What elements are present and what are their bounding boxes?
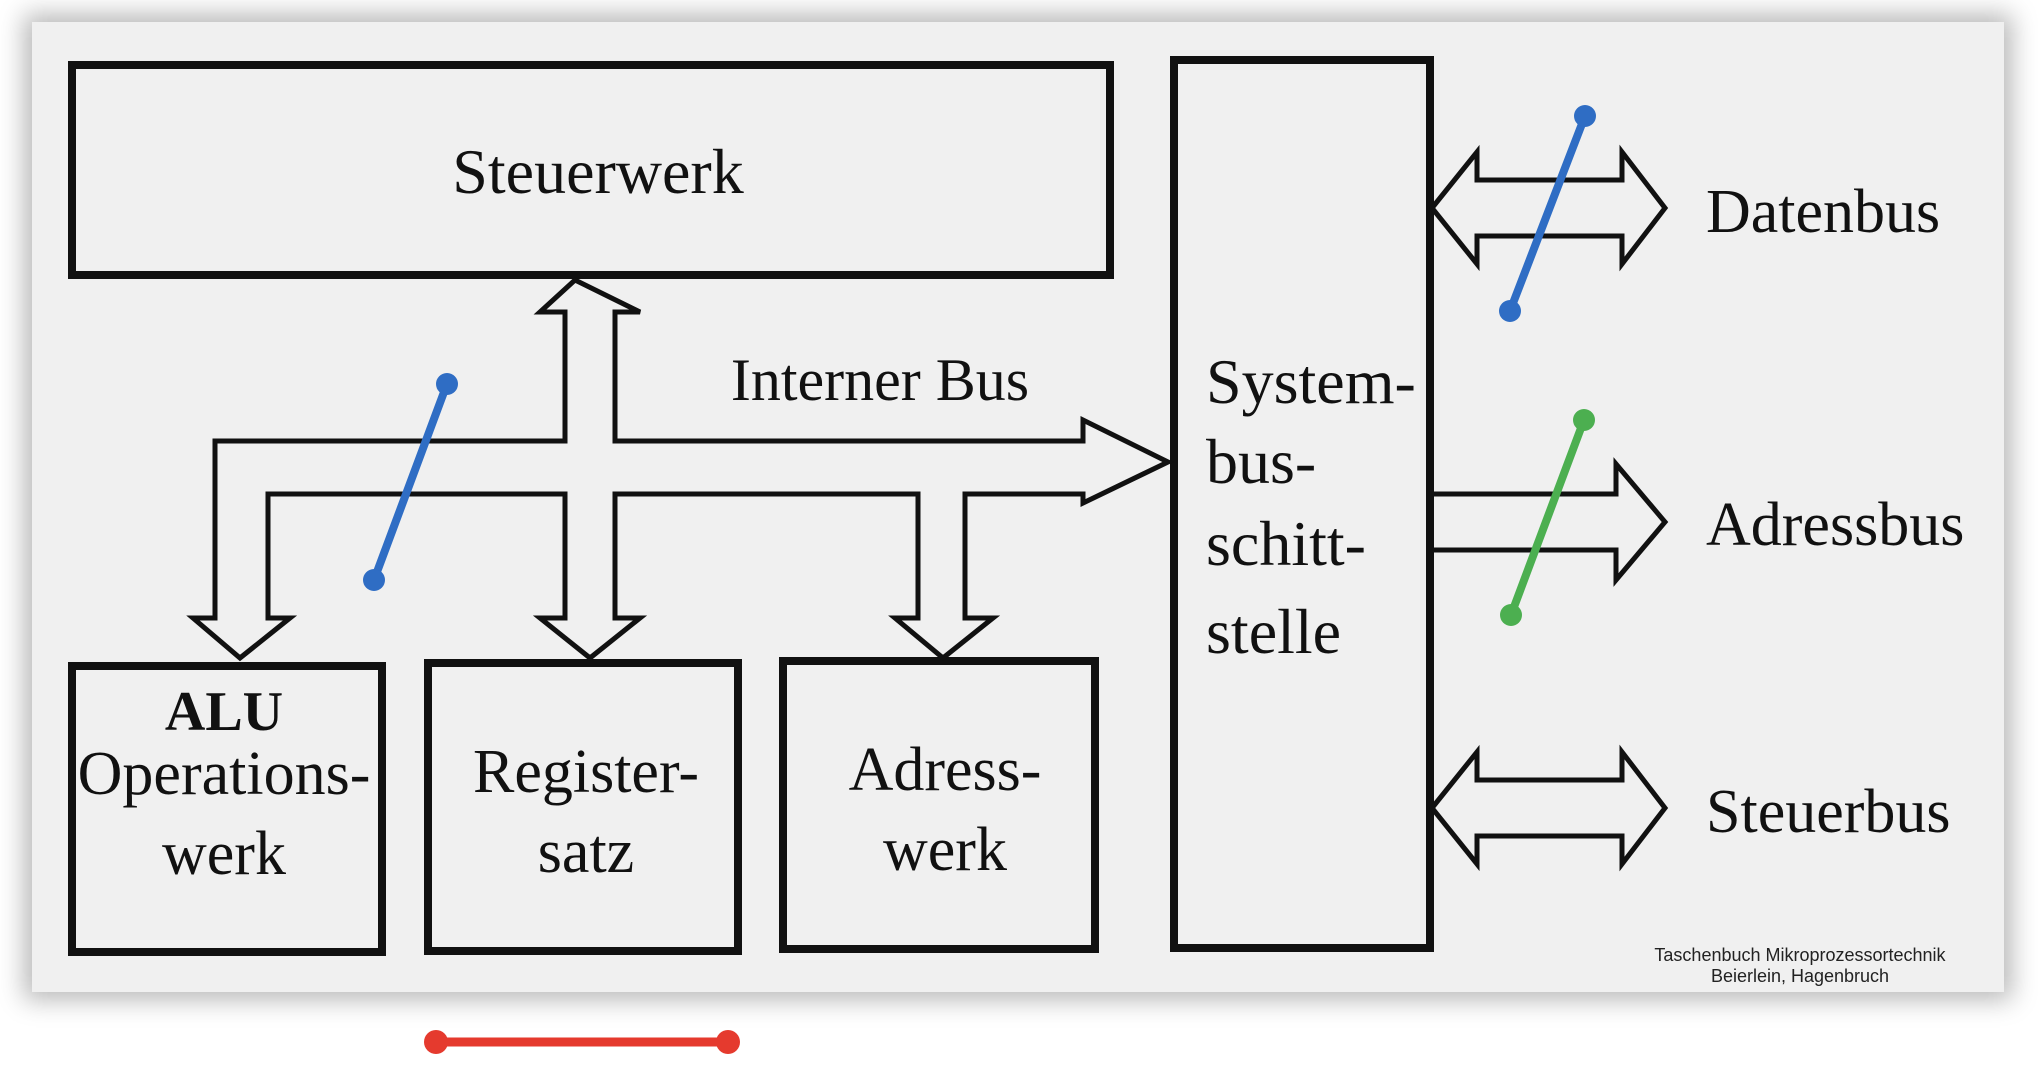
alu-label-line2: werk (162, 820, 286, 888)
datenbus-arrow (1428, 144, 1669, 272)
adresswerk-block (779, 657, 1099, 953)
alu-title: ALU (165, 681, 283, 743)
annotation-adressbus-green (1500, 409, 1595, 626)
steuerbus-arrow (1428, 744, 1669, 872)
alu-block (68, 662, 386, 956)
steuerwerk-block (68, 61, 1114, 279)
credit-authors: Beierlein, Hagenbruch (1710, 966, 1890, 986)
systembus-label-line3: schitt- (1206, 508, 1366, 579)
systembus-label-line4: stelle (1206, 596, 1341, 667)
credit-title: Taschenbuch Mikroprozessortechnik (1654, 945, 1946, 965)
annotation-internal-bus-blue (363, 373, 458, 591)
alu-label-line1: Operations- (78, 740, 371, 808)
steuerbus-label: Steuerbus (1706, 778, 1951, 846)
internal-bus-arrows (186, 277, 1174, 662)
registersatz-block (424, 659, 742, 955)
registersatz-label-line2: satz (538, 818, 634, 886)
source-credit: Taschenbuch Mikroprozessortechnik Beierl… (1600, 945, 2000, 987)
systembus-label-line2: bus- (1206, 426, 1316, 497)
registersatz-label-line1: Register- (473, 738, 699, 806)
systembus-label-line1: System- (1206, 346, 1416, 417)
datenbus-label: Datenbus (1706, 178, 1940, 246)
adressbus-arrow (1432, 457, 1669, 587)
adressbus-label: Adressbus (1706, 491, 1964, 559)
annotation-datenbus-blue (1499, 105, 1596, 322)
adresswerk-label-line1: Adress- (849, 736, 1042, 804)
steuerwerk-label: Steuerwerk (452, 136, 743, 207)
internal-bus-label: Interner Bus (731, 347, 1029, 413)
diagram-card (32, 22, 2004, 992)
systembus-block (1170, 56, 1434, 952)
annotation-registersatz-red (424, 1030, 740, 1054)
adresswerk-label-line2: werk (883, 816, 1007, 884)
